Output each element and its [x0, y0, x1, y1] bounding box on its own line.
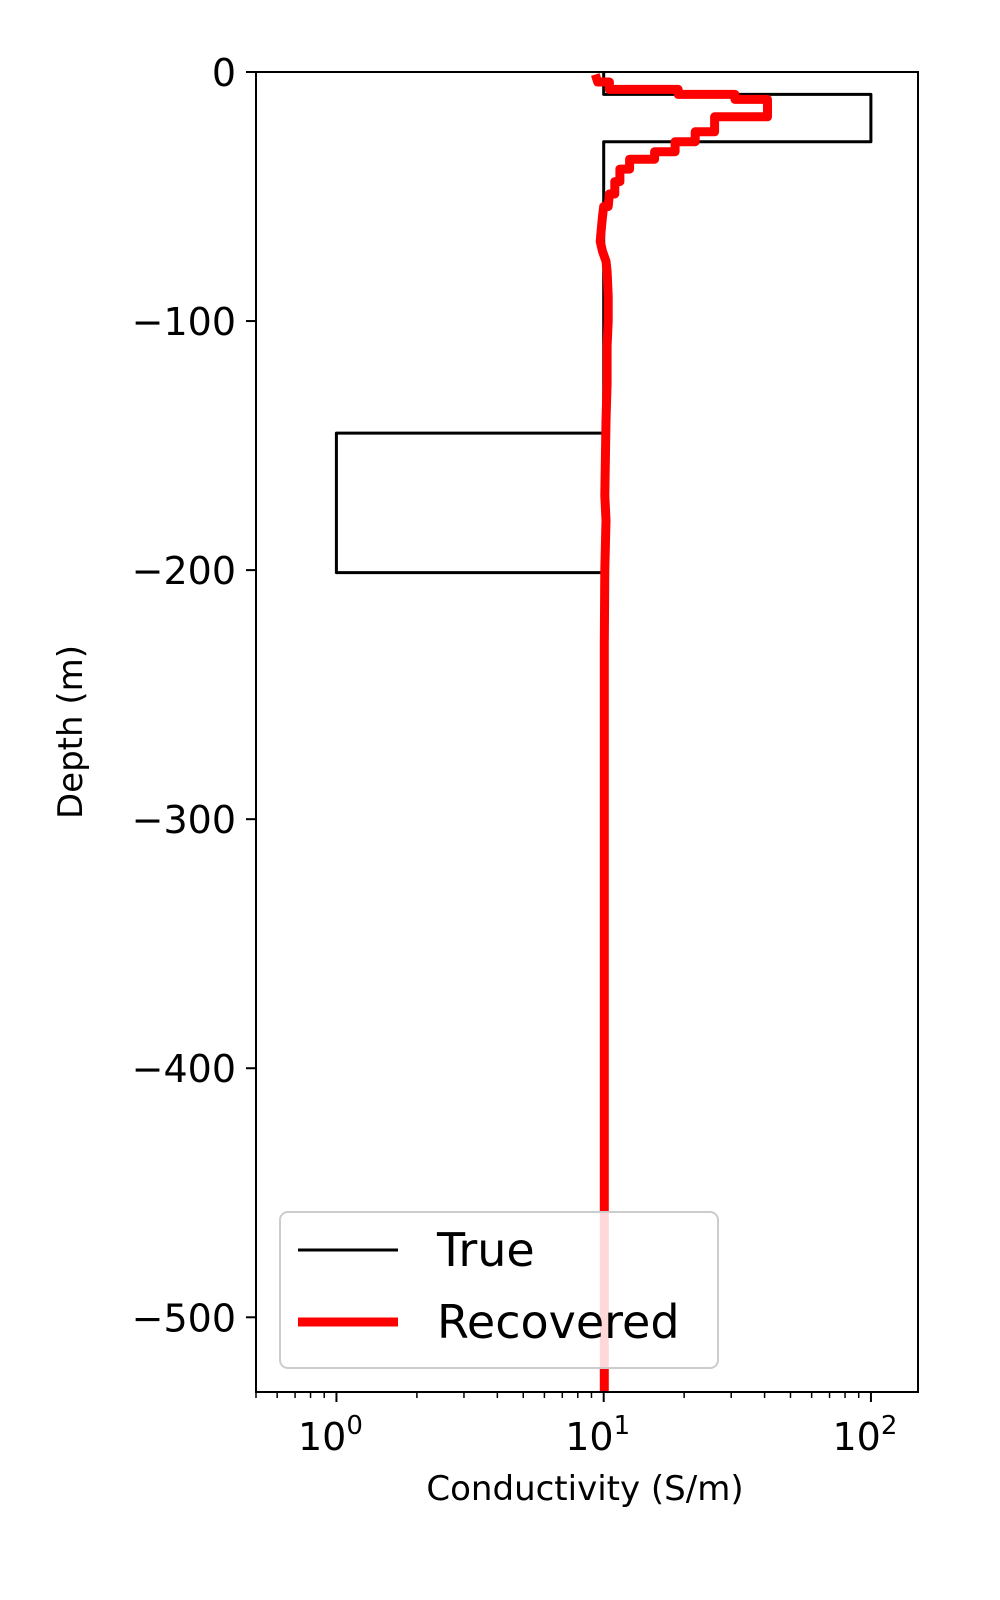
x-tick-label: 101 [565, 1411, 630, 1459]
y-tick-label: −100 [132, 300, 236, 344]
y-tick-label: −500 [132, 1296, 236, 1340]
legend: True Recovered [279, 1211, 719, 1369]
y-axis-label: Depth (m) [51, 645, 91, 819]
legend-label-recovered: Recovered [437, 1295, 680, 1349]
series-group [334, 72, 873, 1392]
plot-frame [255, 71, 919, 1393]
x-axis-label: Conductivity (S/m) [426, 1469, 743, 1509]
legend-label-true: True [436, 1223, 535, 1277]
y-tick-label: −400 [132, 1047, 236, 1091]
y-tick-label: −200 [132, 549, 236, 593]
tick-group: 0 −100 −200 −300 −400 −500 100 101 102 [132, 51, 898, 1459]
series-line-recovered [591, 73, 772, 1392]
y-tick-label: −300 [132, 798, 236, 842]
x-tick-label: 102 [832, 1411, 897, 1459]
x-tick-label: 100 [298, 1411, 363, 1459]
y-tick-label: 0 [212, 51, 236, 95]
